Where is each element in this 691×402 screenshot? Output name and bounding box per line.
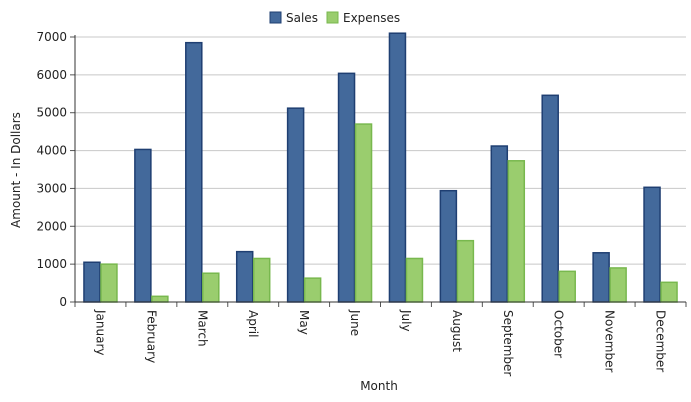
legend-swatch-sales[interactable] (269, 11, 282, 24)
x-tick-label: December (654, 310, 668, 372)
y-tick-label: 7000 (36, 30, 67, 44)
bar-expenses-april[interactable] (252, 257, 271, 303)
x-tick-label: October (552, 310, 566, 358)
bar-sales-february[interactable] (134, 148, 152, 303)
axes: 0 1000 2000 3000 4000 5000 6000 7000 January Febr… (36, 30, 687, 376)
legend-label-sales[interactable]: Sales (286, 11, 318, 25)
bar-expenses-june[interactable] (354, 123, 373, 303)
x-tick-label: January (93, 309, 107, 356)
y-tick-label: 1000 (36, 257, 67, 271)
y-tick-label: 0 (59, 295, 67, 309)
legend[interactable]: Sales Expenses (269, 11, 400, 25)
bar-expenses-february[interactable] (151, 295, 169, 303)
y-axis-title: Amount - In Dollars (9, 112, 23, 228)
bar-sales-december[interactable] (643, 186, 661, 303)
x-tick-label: July (399, 309, 413, 332)
bar-sales-september[interactable] (490, 145, 509, 303)
bar-expenses-january[interactable] (100, 263, 118, 303)
legend-swatch-expenses[interactable] (326, 11, 339, 24)
x-tick-label: September (501, 310, 515, 376)
bar-sales-may[interactable] (286, 107, 305, 303)
bar-sales-july[interactable] (388, 32, 407, 303)
x-axis-title: Month (360, 379, 398, 393)
y-tick-label: 4000 (36, 144, 67, 158)
bar-expenses-march[interactable] (202, 272, 220, 303)
legend-label-expenses[interactable]: Expenses (343, 11, 400, 25)
bar-expenses-september[interactable] (507, 160, 526, 303)
grid-lines (75, 36, 686, 265)
bar-sales-april[interactable] (235, 250, 254, 303)
y-tick-label: 2000 (36, 219, 67, 233)
bar-sales-june[interactable] (337, 72, 356, 303)
x-tick-label: February (144, 310, 158, 363)
bar-expenses-december[interactable] (660, 281, 678, 303)
x-tick-label: August (450, 310, 464, 352)
bar-sales-august[interactable] (439, 189, 458, 303)
bar-sales-november[interactable] (592, 252, 610, 303)
x-tick-label: June (348, 309, 362, 336)
y-tick-label: 3000 (36, 181, 67, 195)
bar-expenses-august[interactable] (456, 239, 475, 303)
x-tick-label: March (195, 310, 209, 347)
x-tick-label: May (297, 310, 311, 335)
bar-expenses-may[interactable] (303, 277, 322, 303)
y-tick-label: 6000 (36, 68, 67, 82)
bar-sales-january[interactable] (83, 261, 101, 303)
y-tick-label: 5000 (36, 106, 67, 120)
bar-expenses-november[interactable] (609, 267, 627, 303)
bar-sales-march[interactable] (185, 41, 203, 303)
bar-sales-october[interactable] (541, 94, 559, 303)
bars (83, 32, 678, 303)
x-tick-label: November (603, 310, 617, 372)
bar-expenses-july[interactable] (405, 257, 424, 303)
x-tick-label: April (246, 310, 260, 337)
bar-expenses-october[interactable] (558, 270, 576, 303)
